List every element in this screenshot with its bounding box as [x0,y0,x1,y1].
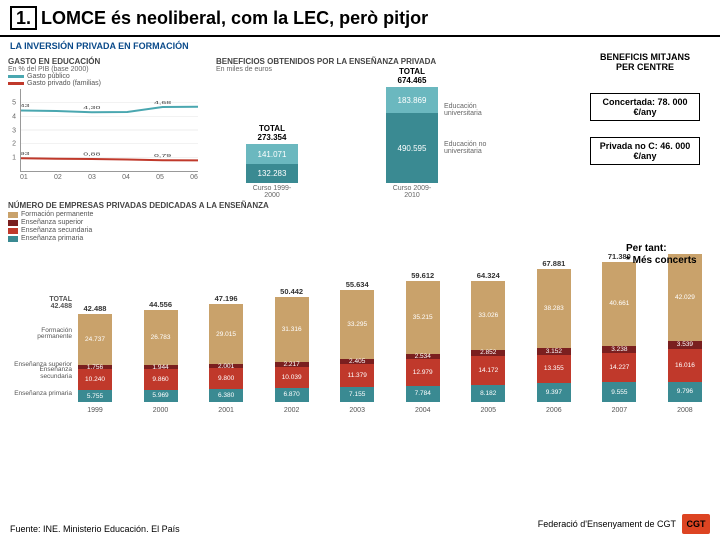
line-chart-legend: Gasto públicoGasto privado (familias) [8,73,208,87]
callout-concertada: Concertada: 78. 000 €/any [590,93,700,121]
svg-text:4,43: 4,43 [21,104,30,108]
title-text: LOMCE és neoliberal, com la LEC, però pi… [41,8,428,28]
page-title: 1.LOMCE és neoliberal, com la LEC, però … [0,0,720,37]
cgt-logo: CGT [682,514,710,534]
callout-privada: Privada no C: 46. 000 €/any [590,137,700,165]
svg-text:0,88: 0,88 [83,153,100,157]
stacked-legend: Formación permanenteEnseñanza superiorEn… [8,211,712,242]
federation-text: Federació d'Ensenyament de CGT [538,519,676,529]
stacked-chart: Enseñanza primariaEnseñanza secundariaEn… [8,244,712,414]
stacked-panel: NÚMERO DE EMPRESAS PRIVADAS DEDICADAS A … [0,199,720,414]
benefit-title: BENEFICIOS OBTENIDOS POR LA ENSEÑANZA PR… [216,57,486,66]
stacked-title: NÚMERO DE EMPRESAS PRIVADAS DEDICADAS A … [8,201,712,210]
line-chart-panel: GASTO EN EDUCACIÓN En % del PIB (base 20… [8,57,208,197]
benefit-bars: TOTAL273.354141.071132.283Curso 1999-200… [216,77,486,197]
line-chart-subtitle: En % del PIB (base 2000) [8,66,208,73]
source-text: Fuente: INE. Ministerio Educación. El Pa… [10,524,180,534]
title-number: 1. [10,6,37,30]
line-chart: 12345 4,434,304,680,930,880,79 010203040… [8,89,198,184]
line-chart-title: GASTO EN EDUCACIÓN [8,57,208,66]
top-panels: GASTO EN EDUCACIÓN En % del PIB (base 20… [0,53,720,199]
benefit-subtitle: En miles de euros [216,66,486,73]
svg-text:4,68: 4,68 [154,101,171,105]
svg-text:0,79: 0,79 [154,154,171,158]
per-tant-note: Per tant:* Més concerts [626,243,706,267]
svg-text:0,93: 0,93 [21,152,30,156]
benefit-chart-panel: BENEFICIOS OBTENIDOS POR LA ENSEÑANZA PR… [216,57,486,197]
footer: Fuente: INE. Ministerio Educación. El Pa… [10,514,710,534]
svg-text:4,30: 4,30 [83,106,100,110]
callout-header: BENEFICIS MITJANS PER CENTRE [590,53,700,73]
main-header: LA INVERSIÓN PRIVADA EN FORMACIÓN [0,37,720,51]
